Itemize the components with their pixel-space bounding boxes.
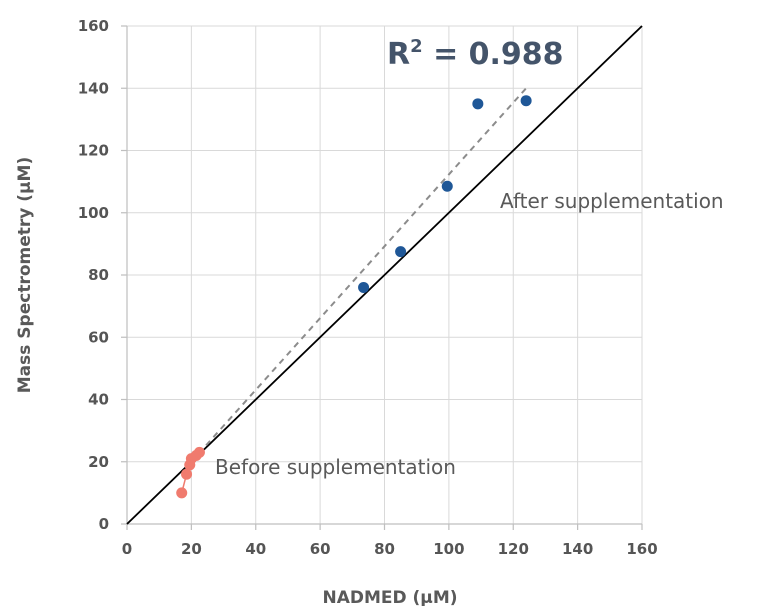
y-tick-label-40: 40	[88, 391, 109, 409]
x-tick-label-20: 20	[181, 540, 202, 558]
x-tick-label-80: 80	[374, 540, 395, 558]
axes	[121, 25, 643, 530]
r-squared-value: = 0.988	[423, 37, 564, 72]
y-tick-label-100: 100	[78, 204, 109, 222]
y-tick-label-120: 120	[78, 142, 109, 160]
grid	[127, 25, 643, 524]
y-tick-label-20: 20	[88, 453, 109, 471]
series-1	[176, 446, 205, 499]
y-tick-label-140: 140	[78, 79, 109, 97]
data-point-series-1-1	[176, 487, 188, 499]
x-tick-label-120: 120	[498, 540, 529, 558]
r-squared-prefix: R	[387, 37, 410, 72]
data-point-series-1-6	[193, 446, 205, 458]
data-point-series-1-2	[181, 468, 193, 480]
data-points	[176, 95, 532, 499]
r-squared-annotation: R2 = 0.988	[387, 36, 564, 72]
y-tick-label-60: 60	[88, 328, 109, 346]
x-tick-label-140: 140	[562, 540, 593, 558]
y-tick-label-0: 0	[99, 515, 109, 533]
x-tick-label-0: 0	[122, 540, 132, 558]
x-tick-label-160: 160	[626, 540, 657, 558]
x-tick-label-100: 100	[433, 540, 464, 558]
after-supplementation-label: After supplementation	[500, 189, 724, 213]
data-point-series-2-4	[472, 98, 484, 110]
data-point-series-2-1	[358, 281, 370, 293]
series-2	[358, 95, 532, 293]
x-tick-label-60: 60	[310, 540, 331, 558]
x-tick-label-40: 40	[245, 540, 266, 558]
identity-line	[126, 25, 643, 525]
data-point-series-2-3	[441, 180, 453, 192]
before-supplementation-label: Before supplementation	[215, 455, 456, 479]
x-axis-title: NADMED (µM)	[322, 588, 457, 606]
tick-labels: 0 20 40 60 80 100 120 140 160 0 20 40 60 80 100 120 140 1…	[78, 17, 658, 558]
data-point-series-2-5	[520, 95, 532, 107]
data-point-series-2-2	[395, 246, 407, 258]
r-squared-superscript: 2	[410, 36, 423, 57]
y-tick-label-160: 160	[78, 17, 109, 35]
y-axis-title: Mass Spectrometry (µM)	[15, 157, 35, 393]
reference-lines	[126, 25, 643, 525]
y-tick-label-80: 80	[88, 266, 109, 284]
